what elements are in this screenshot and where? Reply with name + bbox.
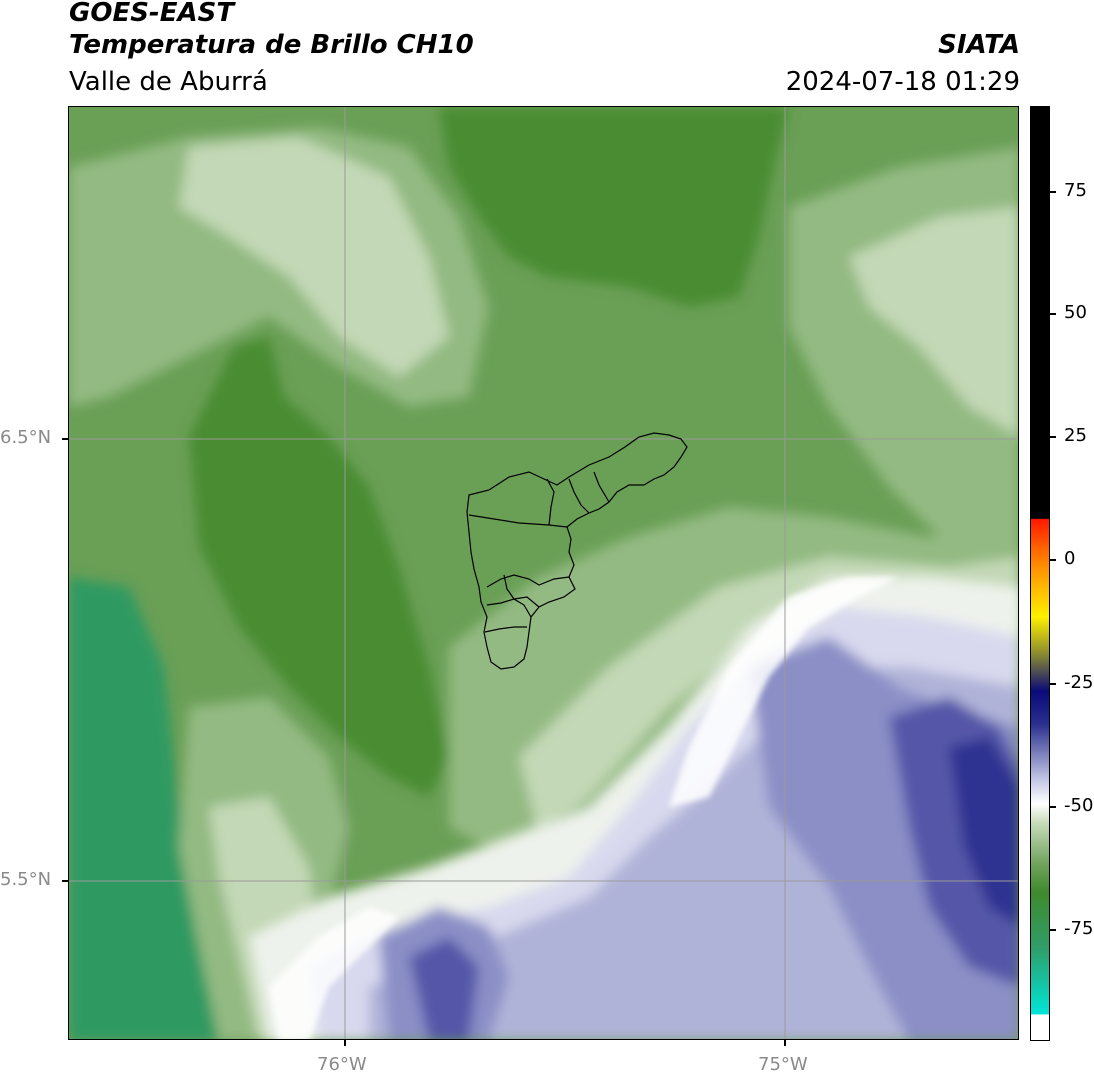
lat-label-5-5n: 5.5°N [0,869,52,890]
lon-tick-75w [784,1040,786,1046]
cbar-label-75: 75 [1064,180,1087,201]
cbar-label-25: 25 [1064,425,1087,446]
cloud-deep-indigo [949,737,1018,926]
boundary-inner-3 [468,514,568,528]
lon-label-76w: 76°W [317,1054,367,1075]
region-title: Valle de Aburrá [69,67,268,97]
teal-region [69,577,219,1039]
timestamp-label: 2024-07-18 01:29 [785,67,1020,97]
boundary-inner-8 [484,626,527,633]
cbar-label-50: 50 [1064,302,1087,323]
white-rim [669,577,899,807]
satellite-title: GOES-EAST [69,0,235,28]
colorbar-fill [1031,107,1049,1040]
boundary-inner-4 [486,574,570,588]
boundary-inner-6 [486,598,515,606]
lat-tick-5-5n [62,880,68,882]
cbar-tick-0 [1050,559,1056,561]
colorbar [1030,106,1050,1041]
organization-label: SIATA [938,30,1020,60]
boundary-inner-7 [513,596,540,608]
lon-label-75w: 75°W [758,1054,808,1075]
brightness-temperature-map [68,106,1019,1040]
lat-tick-6-5n [62,438,68,440]
cloud-indigo-sw [409,937,479,1039]
white-rim-sw [269,907,399,1039]
product-title: Temperatura de Brillo CH10 [69,30,474,60]
cbar-tick-50 [1050,313,1056,315]
cbar-label-0: 0 [1064,548,1076,569]
boundary-inner-2 [568,478,590,514]
cbar-tick-neg25 [1050,683,1056,685]
municipal-boundaries [466,432,688,670]
cbar-tick-75 [1050,191,1056,193]
cbar-label-neg50: -50 [1064,795,1094,816]
pale-green-ne [849,207,1018,436]
cbar-tick-neg75 [1050,929,1056,931]
dark-green-valley [189,337,449,797]
colorbar-gradient [1031,107,1049,1040]
lat-label-6-5n: 6.5°N [0,427,52,448]
cbar-label-neg25: -25 [1064,672,1094,693]
boundary-inner-1 [546,478,555,526]
boundary-inner-9 [593,471,610,503]
boundary-outline [466,432,688,670]
dark-green-north [439,107,789,307]
cbar-label-neg75: -75 [1064,918,1094,939]
map-canvas [69,107,1018,1039]
lon-tick-76w [344,1040,346,1046]
cbar-tick-neg50 [1050,806,1056,808]
cbar-tick-25 [1050,436,1056,438]
pale-green-ridge-nw [179,137,449,377]
